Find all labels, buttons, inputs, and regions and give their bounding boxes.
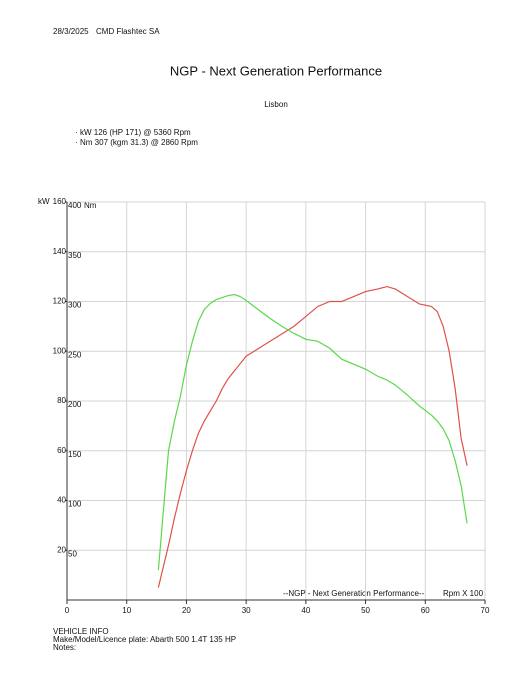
footer-notes: Notes: [53, 643, 76, 652]
legend-bullet: · [75, 128, 78, 137]
grid [65, 201, 486, 604]
x-tick-label: 10 [122, 606, 131, 615]
x-tick-label: 0 [65, 606, 70, 615]
curve [157, 293, 468, 571]
x-tick-label: 60 [421, 606, 430, 615]
y-tick-label: 160 [53, 197, 67, 206]
y-tick-label: 80 [57, 396, 66, 405]
company: CMD Flashtec SA [96, 27, 160, 36]
legend-entry: Nm 307 (kgm 31.3) @ 2860 Rpm [80, 138, 198, 147]
footer-vehicle: Make/Model/Licence plate: Abarth 500 1.4… [53, 635, 236, 644]
y2-tick-label: 200 [68, 400, 82, 409]
y-tick-label: 60 [57, 446, 66, 455]
curve [157, 285, 468, 588]
x-tick-label: 20 [182, 606, 191, 615]
y-tick-label: 20 [57, 545, 66, 554]
title: NGP - Next Generation Performance [170, 63, 382, 78]
legend-bullet: · [75, 138, 78, 147]
y2-tick-label: 350 [68, 251, 82, 260]
y2-tick-label: 250 [68, 350, 82, 359]
y2-tick-label: 300 [68, 301, 82, 310]
y-tick-label: 120 [53, 297, 67, 306]
footer-heading: VEHICLE INFO [53, 627, 109, 636]
y2-tick-label: 150 [68, 450, 82, 459]
x-tick-label: 40 [301, 606, 310, 615]
y2-tick-label: 100 [68, 500, 82, 509]
x-axis-label: Rpm X 100 [443, 589, 484, 598]
y-tick-label: 100 [53, 346, 67, 355]
plot [157, 285, 468, 588]
y2-axis-label: Nm [84, 201, 97, 210]
y-tick-label: 40 [57, 496, 66, 505]
y-axis-label: kW [38, 197, 50, 206]
annotation: --NGP - Next Generation Performance-- [283, 589, 425, 598]
x-tick-label: 70 [481, 606, 490, 615]
y2-tick-label: 50 [68, 549, 77, 558]
y2-tick-label: 400 [68, 201, 82, 210]
date: 28/3/2025 [53, 27, 89, 36]
y-tick-label: 140 [53, 247, 67, 256]
x-tick-label: 50 [361, 606, 370, 615]
x-tick-label: 30 [242, 606, 251, 615]
legend-entry: kW 126 (HP 171) @ 5360 Rpm [80, 128, 191, 137]
location: Lisbon [264, 100, 288, 109]
